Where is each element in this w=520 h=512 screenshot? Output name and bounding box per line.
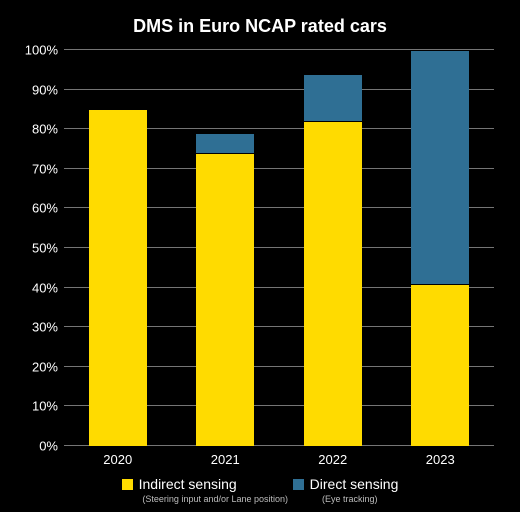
y-tick-label: 90% xyxy=(32,82,64,97)
y-tick-label: 30% xyxy=(32,320,64,335)
bar-segment xyxy=(89,109,147,446)
x-tick-label: 2021 xyxy=(211,452,240,467)
bar-group xyxy=(88,50,148,446)
legend-label-indirect: Indirect sensing xyxy=(139,476,237,492)
y-tick-label: 60% xyxy=(32,201,64,216)
bar-group xyxy=(195,50,255,446)
legend-label-direct: Direct sensing xyxy=(310,476,399,492)
x-tick-label: 2022 xyxy=(318,452,347,467)
y-tick-label: 20% xyxy=(32,359,64,374)
bar-group xyxy=(410,50,470,446)
bar-segment xyxy=(304,121,362,446)
bar-segment xyxy=(304,74,362,122)
legend-item-indirect: Indirect sensing xyxy=(122,476,237,492)
legend-sublabel-direct: (Eye tracking) xyxy=(322,494,378,504)
y-tick-label: 70% xyxy=(32,161,64,176)
legend: Indirect sensing Direct sensing (Steerin… xyxy=(0,476,520,504)
bar-segment xyxy=(411,50,469,284)
y-tick-label: 100% xyxy=(25,43,64,58)
bar-segment xyxy=(411,284,469,446)
y-tick-label: 10% xyxy=(32,399,64,414)
y-tick-label: 0% xyxy=(39,439,64,454)
y-tick-label: 40% xyxy=(32,280,64,295)
bar-group xyxy=(303,50,363,446)
bar-segment xyxy=(196,133,254,153)
legend-row-sub: (Steering input and/or Lane position) (E… xyxy=(0,494,520,504)
legend-item-direct: Direct sensing xyxy=(293,476,399,492)
chart-container: DMS in Euro NCAP rated cars 0%10%20%30%4… xyxy=(0,0,520,512)
y-tick-label: 80% xyxy=(32,122,64,137)
x-tick-label: 2023 xyxy=(426,452,455,467)
chart-title: DMS in Euro NCAP rated cars xyxy=(0,16,520,37)
bar-segment xyxy=(196,153,254,446)
legend-sublabel-indirect: (Steering input and/or Lane position) xyxy=(142,494,288,504)
y-tick-label: 50% xyxy=(32,241,64,256)
x-tick-label: 2020 xyxy=(103,452,132,467)
bars-layer xyxy=(64,50,494,446)
legend-row-main: Indirect sensing Direct sensing xyxy=(0,476,520,492)
legend-swatch-indirect xyxy=(122,479,133,490)
legend-swatch-direct xyxy=(293,479,304,490)
plot-area: 0%10%20%30%40%50%60%70%80%90%100%2020202… xyxy=(64,50,494,446)
